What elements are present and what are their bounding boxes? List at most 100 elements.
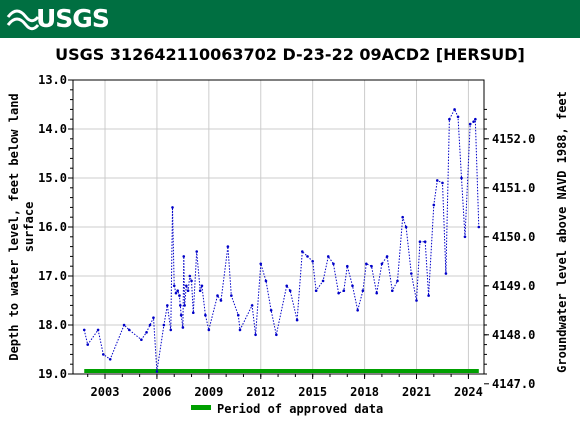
- right-tick-label: 4150.0: [492, 230, 535, 244]
- data-point: [321, 279, 325, 283]
- x-tick-label: 2021: [402, 385, 431, 399]
- x-axis-ticks: 2003 2006 2009 2012 2015 2018 2021 2024: [87, 374, 483, 399]
- approved-data-band: [84, 369, 479, 373]
- left-axis-label-line-1: Depth to water level, feet below land: [7, 93, 21, 360]
- data-point: [365, 262, 368, 266]
- data-point: [183, 304, 186, 307]
- data-point: [380, 262, 384, 266]
- data-point: [453, 108, 456, 111]
- usgs-banner: USGS: [0, 0, 580, 38]
- data-point: [171, 206, 174, 209]
- data-point: [342, 289, 346, 292]
- data-point: [314, 289, 318, 292]
- data-point: [351, 284, 354, 288]
- series-line: [83, 108, 480, 372]
- left-tick-label: 14.0: [38, 122, 67, 136]
- data-point: [226, 245, 230, 248]
- data-point: [441, 181, 444, 185]
- usgs-logo-text: USGS: [36, 4, 110, 33]
- data-point: [264, 279, 268, 283]
- data-point: [418, 240, 422, 243]
- data-point: [162, 323, 166, 327]
- data-point: [122, 323, 126, 327]
- data-point: [370, 264, 373, 268]
- right-axis-ticks: 4152.0 4151.0 4150.0 4149.0 4148.0 4147.0: [484, 108, 535, 391]
- left-tick-label: 19.0: [38, 367, 67, 381]
- data-point: [186, 289, 190, 292]
- data-point: [332, 262, 335, 266]
- usgs-logo-icon: [6, 9, 40, 31]
- right-tick-label: 4151.0: [492, 181, 535, 195]
- left-axis-ticks: 13.0 14.0 15.0 16.0 17.0 18.0 19.0: [38, 73, 73, 381]
- data-point: [185, 284, 188, 288]
- x-tick-label: 2012: [246, 385, 275, 399]
- data-point: [152, 316, 155, 319]
- data-point: [140, 338, 143, 342]
- data-point: [200, 284, 204, 288]
- data-point: [285, 284, 289, 288]
- left-tick-label: 16.0: [38, 220, 67, 234]
- data-point: [207, 328, 211, 332]
- data-point: [474, 117, 477, 121]
- data-point: [174, 291, 178, 295]
- data-point: [448, 117, 451, 121]
- data-point: [288, 289, 292, 292]
- right-axis-label: Groundwater level above NAVD 1988, feet: [555, 91, 569, 373]
- x-tick-label: 2009: [194, 385, 223, 399]
- data-point: [179, 313, 183, 317]
- data-point: [169, 328, 173, 332]
- data-point: [101, 353, 105, 356]
- chart-title: USGS 312642110063702 D-23-22 09ACD2 [HER…: [55, 45, 525, 64]
- data-point: [182, 255, 186, 258]
- data-point: [172, 284, 176, 288]
- legend-swatch: [191, 405, 211, 410]
- data-point: [178, 304, 182, 307]
- data-point: [306, 255, 309, 258]
- data-point: [337, 291, 340, 295]
- left-tick-label: 17.0: [38, 269, 67, 283]
- data-point: [219, 299, 223, 302]
- legend: Period of approved data: [191, 402, 383, 416]
- data-point: [410, 272, 413, 275]
- x-tick-label: 2006: [142, 385, 171, 399]
- data-point: [216, 294, 219, 297]
- data-point: [444, 272, 448, 275]
- left-tick-label: 15.0: [38, 171, 67, 185]
- data-point: [86, 343, 90, 346]
- data-point: [435, 179, 439, 182]
- data-point: [423, 240, 427, 243]
- data-point: [127, 328, 131, 332]
- right-tick-label: 4147.0: [492, 377, 535, 391]
- data-point: [356, 309, 359, 312]
- groundwater-chart: USGS 312642110063702 D-23-22 09ACD2 [HER…: [7, 45, 569, 416]
- data-point: [176, 289, 179, 292]
- data-point: [188, 274, 192, 278]
- data-point: [477, 225, 481, 229]
- x-tick-label: 2018: [350, 385, 379, 399]
- data-point: [204, 313, 207, 317]
- legend-label: Period of approved data: [217, 402, 383, 416]
- data-point: [181, 326, 185, 329]
- data-point: [190, 279, 193, 283]
- x-tick-label: 2024: [454, 385, 483, 399]
- data-point: [472, 120, 475, 123]
- left-tick-label: 13.0: [38, 73, 67, 87]
- data-point: [468, 122, 472, 126]
- left-axis-label-line-2: surface: [22, 202, 36, 253]
- data-point: [275, 333, 278, 337]
- right-tick-label: 4148.0: [492, 328, 535, 342]
- data-point: [191, 311, 195, 315]
- data-point: [456, 115, 460, 119]
- data-point: [295, 318, 299, 322]
- data-point: [195, 250, 199, 253]
- data-point: [82, 328, 86, 332]
- data-point: [401, 215, 404, 219]
- data-point: [236, 313, 240, 317]
- data-point: [96, 328, 100, 332]
- data-point: [259, 262, 263, 266]
- data-point: [311, 260, 314, 263]
- data-point: [432, 203, 436, 207]
- data-point: [145, 331, 148, 334]
- data-point: [361, 289, 365, 292]
- grid: [73, 79, 484, 375]
